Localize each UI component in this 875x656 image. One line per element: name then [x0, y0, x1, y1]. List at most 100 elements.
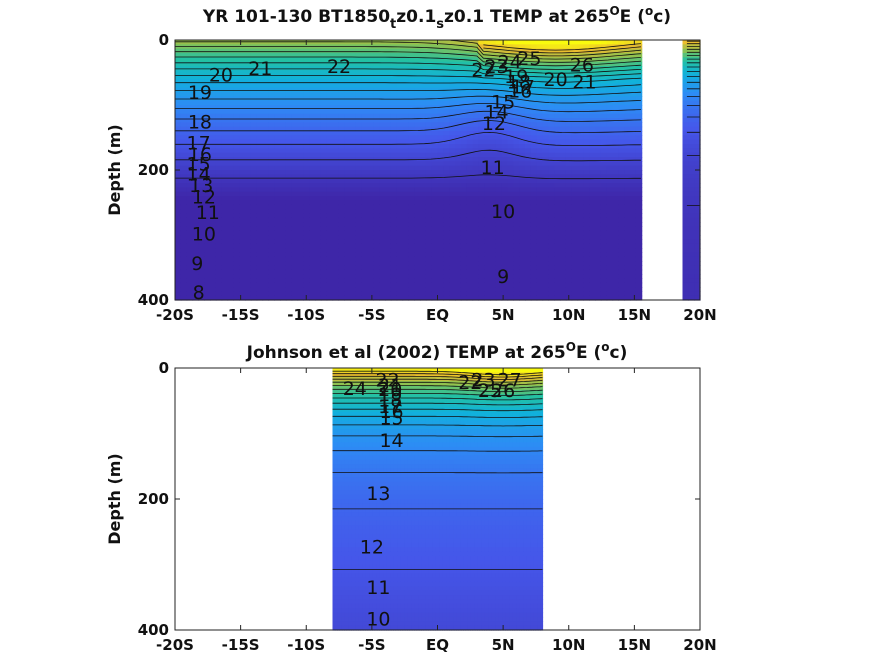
field-cell [315, 100, 322, 106]
field-cell [525, 165, 532, 171]
field-cell [186, 152, 194, 158]
field-cell [373, 83, 380, 89]
field-cell [595, 178, 602, 184]
field-cell [548, 291, 555, 297]
field-cell [297, 191, 304, 197]
field-cell [379, 295, 386, 301]
field-cell [402, 183, 409, 188]
field-cell [513, 235, 520, 240]
field-cell [589, 157, 596, 162]
field-cell [245, 53, 252, 58]
field-cell [280, 183, 287, 188]
field-cell [233, 213, 240, 219]
field-cell [408, 209, 415, 214]
field-cell [262, 230, 269, 236]
field-cell [332, 265, 339, 271]
field-cell [402, 87, 409, 93]
field-cell [332, 61, 339, 67]
field-cell [589, 148, 596, 154]
field-cell [326, 191, 334, 197]
field-cell [227, 131, 234, 136]
field-cell [495, 161, 503, 167]
field-cell [583, 83, 590, 89]
field-cell [443, 109, 450, 115]
field-cell [495, 209, 503, 214]
field-cell [320, 269, 328, 275]
field-cell [221, 126, 229, 132]
field-cell [624, 278, 631, 284]
field-cell [606, 70, 614, 76]
field-cell [612, 48, 619, 54]
field-cell [297, 187, 304, 193]
field-cell [215, 148, 223, 154]
field-cell [355, 217, 363, 223]
field-cell [431, 144, 439, 149]
field-cell [449, 139, 456, 145]
field-cell [256, 79, 264, 84]
field-cell [221, 239, 229, 245]
field-cell [396, 113, 404, 119]
field-cell [385, 217, 392, 223]
field-cell [536, 139, 544, 145]
field-cell [694, 191, 701, 197]
field-cell [548, 79, 555, 84]
field-cell [408, 165, 415, 171]
field-cell [542, 248, 549, 253]
field-cell [490, 83, 497, 89]
field-cell [297, 118, 304, 123]
field-cell [291, 131, 299, 136]
field-cell [344, 209, 351, 214]
field-cell [367, 165, 374, 171]
field-cell [443, 96, 450, 102]
field-cell [484, 252, 491, 258]
field-cell [513, 243, 520, 249]
field-cell [630, 57, 637, 63]
field-cell [443, 66, 450, 71]
field-cell [688, 187, 695, 193]
field-cell [338, 74, 345, 80]
field-cell [618, 183, 625, 188]
field-cell [332, 48, 339, 54]
field-cell [554, 44, 561, 50]
field-cell [338, 139, 345, 145]
field-cell [606, 222, 614, 227]
field-cell [297, 126, 304, 132]
field-cell [478, 265, 485, 271]
field-cell [507, 230, 514, 236]
field-cell [198, 70, 205, 76]
field-cell [233, 118, 240, 123]
field-cell [682, 291, 689, 297]
field-cell [268, 248, 275, 253]
field-cell [635, 191, 643, 197]
field-cell [431, 157, 439, 162]
field-cell [320, 252, 328, 258]
field-cell [542, 196, 549, 201]
field-cell [274, 126, 281, 132]
field-cell [600, 248, 608, 253]
field-cell [420, 74, 427, 80]
field-cell [250, 287, 258, 292]
field-cell [396, 191, 404, 197]
field-cell [355, 139, 363, 145]
field-cell [355, 209, 363, 214]
field-cell [530, 204, 538, 210]
field-cell [344, 70, 351, 76]
field-cell [309, 92, 316, 97]
field-cell [682, 170, 689, 175]
field-cell [379, 248, 386, 253]
field-cell [245, 230, 252, 236]
field-cell [542, 274, 549, 279]
field-cell [268, 92, 275, 97]
field-cell [385, 178, 392, 184]
field-cell [455, 61, 462, 67]
field-cell [425, 287, 433, 292]
field-cell [239, 122, 246, 128]
field-cell [332, 40, 339, 45]
field-cell [443, 252, 450, 258]
field-cell [513, 278, 520, 284]
field-cell [361, 109, 369, 115]
field-cell [600, 118, 608, 123]
field-cell [250, 209, 258, 214]
field-cell [309, 170, 316, 175]
field-cell [618, 126, 625, 132]
